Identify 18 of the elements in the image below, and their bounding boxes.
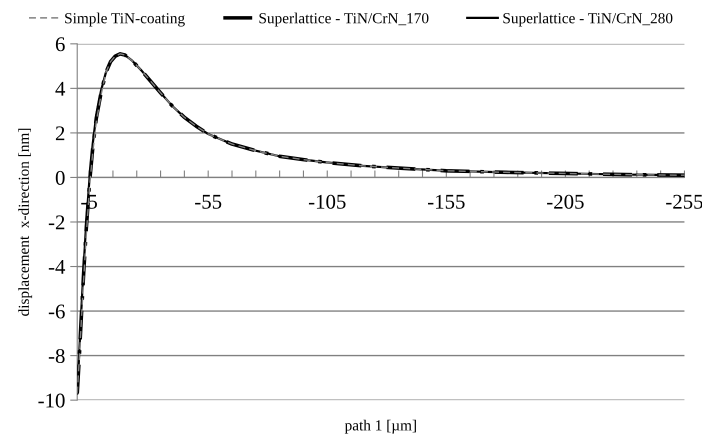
legend-label: Superlattice - TiN/CrN_170	[259, 12, 428, 26]
y-tick-label: -6	[48, 304, 65, 319]
y-tick-label: -8	[48, 348, 65, 364]
y-tick-label: 0	[56, 170, 65, 185]
x-axis-title: path 1 [µm]	[344, 420, 416, 434]
x-tick-label: -205	[547, 194, 584, 209]
legend-label: Superlattice - TiN/CrN_280	[503, 12, 672, 26]
y-tick-label: -10	[38, 394, 65, 408]
x-tick-label: -155	[428, 194, 465, 209]
y-axis-title: displacement x-direction [nm]	[18, 128, 32, 316]
y-tick-label: 4	[55, 82, 66, 96]
y-tick-label: -4	[48, 260, 66, 274]
legend-label: Simple TiN-coating	[65, 12, 185, 27]
x-tick-label: -105	[308, 194, 346, 209]
y-tick-label: 2	[56, 126, 64, 140]
y-tick-label: -2	[48, 215, 64, 230]
x-tick-label: -55	[195, 194, 222, 209]
y-tick-label: 6	[56, 37, 65, 52]
